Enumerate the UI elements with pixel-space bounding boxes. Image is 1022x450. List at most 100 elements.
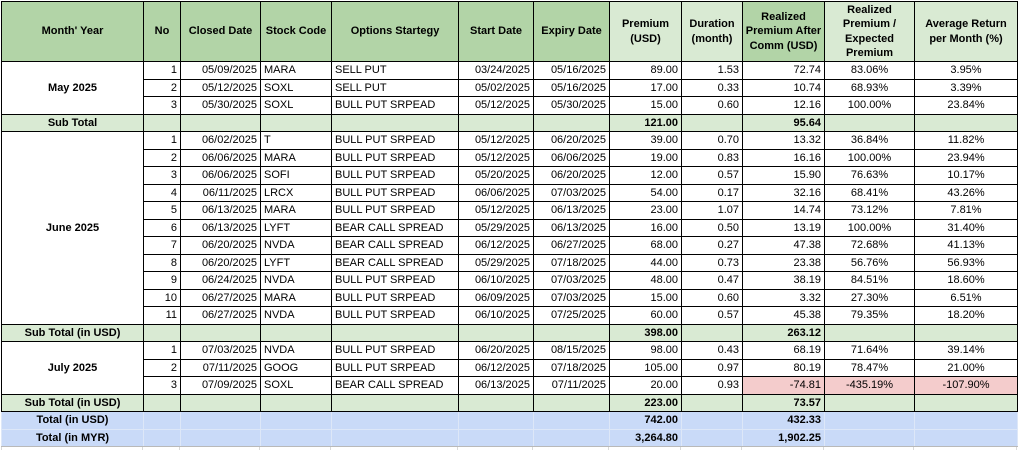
cell-avg-return[interactable]: 43.26% (914, 183, 1018, 203)
cell-blank[interactable] (681, 323, 743, 343)
cell-blank[interactable] (914, 393, 1018, 413)
cell-avg-return[interactable]: 6.51% (914, 288, 1018, 308)
cell-premium[interactable]: 98.00 (609, 341, 682, 360)
cell-strategy[interactable]: BULL PUT SRPEAD (331, 288, 459, 308)
cell-start-date[interactable]: 06/06/2025 (458, 183, 534, 203)
cell-blank[interactable] (681, 113, 743, 133)
cell-strategy[interactable]: BULL PUT SRPEAD (331, 96, 459, 115)
cell-blank[interactable] (180, 113, 261, 133)
cell-closed-date[interactable]: 06/13/2025 (180, 218, 261, 238)
cell-realized[interactable]: 13.32 (742, 131, 825, 150)
cell-duration[interactable]: 0.57 (681, 166, 743, 185)
cell-duration[interactable]: 0.60 (681, 96, 743, 115)
cell-closed-date[interactable]: 05/09/2025 (180, 61, 261, 80)
cell-realized[interactable]: 10.74 (742, 78, 825, 98)
header-cell-stock-code[interactable]: Stock Code (260, 0, 332, 63)
cell-ratio[interactable]: 56.76% (824, 253, 915, 273)
cell-avg-return[interactable]: 11.82% (914, 131, 1018, 150)
cell-start-date[interactable]: 05/29/2025 (458, 218, 534, 238)
cell-expiry-date[interactable]: 07/03/2025 (533, 288, 610, 308)
cell-blank[interactable] (533, 393, 610, 413)
header-cell-premium-usd[interactable]: Premium (USD) (609, 0, 682, 63)
cell-avg-return[interactable]: 41.13% (914, 236, 1018, 255)
cell-start-date[interactable]: 05/12/2025 (458, 201, 534, 220)
cell-premium[interactable]: 44.00 (609, 253, 682, 273)
cell-premium[interactable]: 54.00 (609, 183, 682, 203)
cell-no[interactable]: 1 (143, 341, 181, 360)
cell-duration[interactable]: 0.97 (681, 358, 743, 378)
cell-avg-return[interactable]: 23.94% (914, 148, 1018, 168)
cell-premium[interactable]: 68.00 (609, 236, 682, 255)
cell-avg-return[interactable]: 18.60% (914, 271, 1018, 290)
cell-strategy[interactable]: BULL PUT SRPEAD (331, 183, 459, 203)
cell-start-date[interactable]: 05/29/2025 (458, 253, 534, 273)
cell-blank[interactable] (458, 393, 534, 413)
header-cell-realized-premium-after-comm[interactable]: Realized Premium After Comm (USD) (742, 0, 825, 63)
cell-start-date[interactable]: 05/12/2025 (458, 148, 534, 168)
cell-blank[interactable] (533, 411, 610, 430)
cell-stock-code[interactable]: MARA (260, 148, 332, 168)
cell-duration[interactable]: 0.70 (681, 131, 743, 150)
cell-closed-date[interactable]: 06/27/2025 (180, 288, 261, 308)
cell-expiry-date[interactable]: 06/06/2025 (533, 148, 610, 168)
cell-subtotal-label[interactable]: Sub Total (in USD) (1, 393, 144, 413)
cell-avg-return[interactable]: 21.00% (914, 358, 1018, 378)
cell-expiry-date[interactable]: 06/27/2025 (533, 236, 610, 255)
cell-duration[interactable]: 0.73 (681, 253, 743, 273)
cell-blank[interactable] (824, 323, 915, 343)
cell-expiry-date[interactable]: 05/30/2025 (533, 96, 610, 115)
cell-no[interactable]: 10 (143, 288, 181, 308)
cell-ratio[interactable]: 78.47% (824, 358, 915, 378)
cell-stock-code[interactable]: NVDA (260, 271, 332, 290)
cell-blank[interactable] (260, 428, 332, 448)
cell-blank[interactable] (681, 428, 743, 448)
cell-blank[interactable] (533, 113, 610, 133)
cell-total-label[interactable]: Total (in USD) (1, 411, 144, 430)
cell-premium[interactable]: 60.00 (609, 306, 682, 325)
cell-strategy[interactable]: BULL PUT SRPEAD (331, 358, 459, 378)
cell-realized[interactable]: 38.19 (742, 271, 825, 290)
cell-realized[interactable]: -74.81 (742, 376, 825, 395)
cell-expiry-date[interactable]: 05/16/2025 (533, 78, 610, 98)
cell-ratio[interactable]: 36.84% (824, 131, 915, 150)
cell-realized[interactable]: 15.90 (742, 166, 825, 185)
cell-total-realized[interactable]: 432.33 (742, 411, 825, 430)
header-cell-month-year[interactable]: Month' Year (1, 0, 144, 63)
cell-ratio[interactable]: 68.41% (824, 183, 915, 203)
cell-expiry-date[interactable]: 07/18/2025 (533, 358, 610, 378)
cell-premium[interactable]: 16.00 (609, 218, 682, 238)
cell-blank[interactable] (143, 393, 181, 413)
cell-blank[interactable] (180, 411, 261, 430)
cell-blank[interactable] (143, 113, 181, 133)
cell-closed-date[interactable]: 06/06/2025 (180, 166, 261, 185)
cell-blank[interactable] (260, 323, 332, 343)
cell-stock-code[interactable]: MARA (260, 61, 332, 80)
header-cell-realized-vs-expected-premium[interactable]: Realized Premium / Expected Premium (824, 0, 915, 63)
cell-duration[interactable]: 0.27 (681, 236, 743, 255)
cell-expiry-date[interactable]: 06/13/2025 (533, 218, 610, 238)
cell-avg-return[interactable]: 56.93% (914, 253, 1018, 273)
cell-no[interactable]: 7 (143, 236, 181, 255)
cell-duration[interactable]: 1.53 (681, 61, 743, 80)
cell-duration[interactable]: 0.60 (681, 288, 743, 308)
cell-total-label[interactable]: Total (in MYR) (1, 428, 144, 448)
cell-no[interactable]: 3 (143, 166, 181, 185)
cell-expiry-date[interactable]: 06/20/2025 (533, 166, 610, 185)
cell-start-date[interactable]: 06/12/2025 (458, 358, 534, 378)
cell-blank[interactable] (260, 411, 332, 430)
cell-realized[interactable]: 47.38 (742, 236, 825, 255)
cell-avg-return[interactable]: -107.90% (914, 376, 1018, 395)
cell-premium[interactable]: 19.00 (609, 148, 682, 168)
cell-no[interactable]: 6 (143, 218, 181, 238)
cell-duration[interactable]: 0.47 (681, 271, 743, 290)
cell-duration[interactable]: 0.83 (681, 148, 743, 168)
cell-premium[interactable]: 15.00 (609, 288, 682, 308)
cell-realized[interactable]: 12.16 (742, 96, 825, 115)
cell-strategy[interactable]: BULL PUT SRPEAD (331, 131, 459, 150)
cell-month-label[interactable]: July 2025 (1, 341, 144, 395)
cell-blank[interactable] (458, 113, 534, 133)
cell-blank[interactable] (824, 113, 915, 133)
cell-avg-return[interactable]: 18.20% (914, 306, 1018, 325)
cell-subtotal-premium[interactable]: 121.00 (609, 113, 682, 133)
cell-start-date[interactable]: 06/12/2025 (458, 236, 534, 255)
